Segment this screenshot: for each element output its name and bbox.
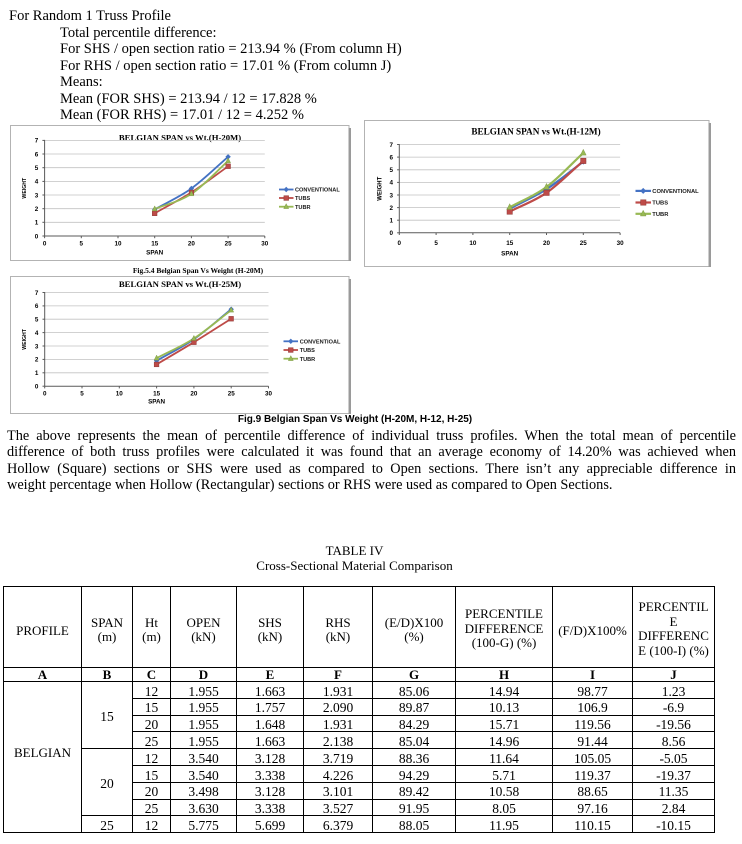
svg-text:10: 10: [114, 241, 122, 248]
svg-text:SPAN: SPAN: [146, 250, 163, 257]
svg-text:4: 4: [35, 330, 39, 337]
svg-text:5: 5: [35, 165, 39, 172]
svg-text:5: 5: [389, 167, 393, 174]
svg-text:20: 20: [543, 240, 551, 247]
svg-text:CONVENTIOAL: CONVENTIOAL: [300, 339, 341, 345]
svg-text:1: 1: [35, 370, 39, 377]
svg-text:0: 0: [35, 384, 39, 391]
svg-text:15: 15: [506, 240, 514, 247]
svg-text:25: 25: [225, 241, 233, 248]
svg-text:3: 3: [389, 192, 393, 199]
svg-text:CONVENTIONAL: CONVENTIONAL: [295, 188, 340, 194]
svg-text:2: 2: [389, 205, 393, 212]
svg-text:0: 0: [389, 230, 393, 237]
svg-text:25: 25: [228, 391, 236, 398]
svg-text:3: 3: [35, 192, 39, 199]
svg-text:2: 2: [35, 206, 39, 213]
svg-text:7: 7: [35, 138, 39, 145]
svg-text:0: 0: [43, 241, 47, 248]
svg-text:20: 20: [190, 391, 198, 398]
svg-text:6: 6: [389, 154, 393, 161]
svg-text:30: 30: [261, 241, 269, 248]
svg-text:7: 7: [35, 290, 39, 297]
svg-text:WEIGHT: WEIGHT: [378, 176, 384, 200]
svg-text:TUBR: TUBR: [295, 205, 311, 211]
svg-text:TUBS: TUBS: [300, 348, 315, 354]
svg-text:BELGIAN SPAN vs Wt.(H-20M): BELGIAN SPAN vs Wt.(H-20M): [119, 133, 241, 143]
svg-text:20: 20: [188, 241, 196, 248]
svg-text:CONVENTIONAL: CONVENTIONAL: [652, 189, 699, 195]
svg-text:BELGIAN SPAN vs Wt.(H-25M): BELGIAN SPAN vs Wt.(H-25M): [119, 279, 241, 289]
svg-text:10: 10: [469, 240, 477, 247]
svg-text:15: 15: [153, 391, 161, 398]
svg-text:1: 1: [389, 218, 393, 225]
svg-text:TUBS: TUBS: [652, 201, 668, 207]
svg-text:5: 5: [80, 391, 84, 398]
svg-text:30: 30: [617, 240, 625, 247]
svg-text:10: 10: [116, 391, 124, 398]
svg-text:TUBS: TUBS: [295, 196, 310, 202]
svg-text:6: 6: [35, 303, 39, 310]
svg-text:2: 2: [35, 357, 39, 364]
svg-text:0: 0: [398, 240, 402, 247]
svg-text:TUBR: TUBR: [300, 357, 316, 363]
svg-text:7: 7: [389, 142, 393, 149]
svg-text:TUBR: TUBR: [652, 212, 669, 218]
svg-text:5: 5: [80, 241, 84, 248]
svg-text:3: 3: [35, 343, 39, 350]
svg-text:5: 5: [434, 240, 438, 247]
svg-text:5: 5: [35, 317, 39, 324]
svg-text:15: 15: [151, 241, 159, 248]
svg-text:6: 6: [35, 151, 39, 158]
svg-text:25: 25: [580, 240, 588, 247]
svg-text:1: 1: [35, 220, 39, 227]
svg-text:30: 30: [265, 391, 273, 398]
svg-text:WEIGHT: WEIGHT: [22, 328, 28, 350]
svg-text:4: 4: [35, 179, 39, 186]
svg-text:0: 0: [35, 233, 39, 240]
svg-text:SPAN: SPAN: [148, 399, 165, 406]
svg-text:4: 4: [389, 180, 393, 187]
svg-text:0: 0: [43, 391, 47, 398]
svg-text:BELGIAN SPAN vs Wt.(H-12M): BELGIAN SPAN vs Wt.(H-12M): [471, 127, 600, 137]
svg-text:WEIGHT: WEIGHT: [22, 177, 28, 199]
svg-text:SPAN: SPAN: [501, 251, 518, 258]
